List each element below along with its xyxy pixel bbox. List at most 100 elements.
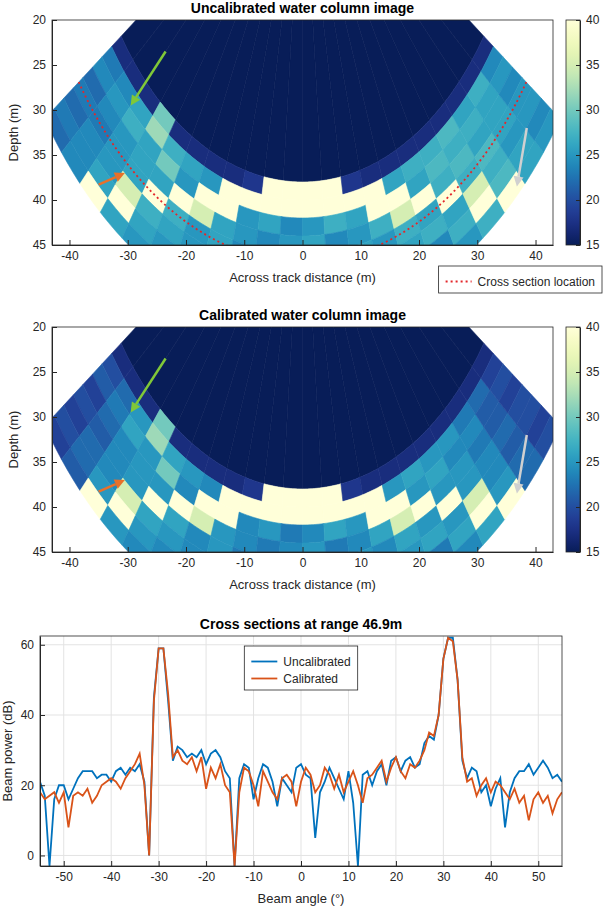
arrow-shaft [136, 359, 166, 405]
x-axis-line [41, 866, 563, 867]
colorbar-tick-label: 20 [586, 500, 600, 514]
y-tick-mark [52, 245, 57, 246]
y-tick-label: 45 [33, 238, 47, 252]
annotation-arrow [514, 435, 527, 494]
x-tick-mark [128, 240, 129, 245]
x-tick-mark [64, 861, 65, 866]
y-tick-mark [40, 855, 45, 856]
x-tick-mark [111, 861, 112, 866]
colorbar-tick: 30 [576, 410, 600, 424]
x-tick-mark [348, 861, 349, 866]
y-tick-label: 30 [33, 410, 47, 424]
heatmap-cell [281, 506, 302, 525]
heatmap-cell [207, 536, 233, 552]
y-axis: 202530354045 [33, 13, 57, 252]
arrow-head [131, 94, 141, 105]
y-tick-label: 40 [33, 500, 47, 514]
colorbar-tick-mark [576, 245, 580, 246]
x-tick: 40 [485, 861, 499, 884]
figure: -40 -30 -20 -10 0 10 20 30 40 20 25 30 35 40 45 Uncalib… [0, 0, 616, 914]
x-tick-mark [186, 547, 187, 552]
x-tick: 0 [298, 861, 305, 884]
legend-swatch [446, 281, 472, 283]
colorbar-tick-mark [576, 552, 580, 553]
x-tick-label: 30 [437, 870, 451, 884]
heatmap-cell [535, 415, 553, 459]
x-tick: -10 [245, 861, 263, 884]
heatmap-cell [325, 230, 349, 245]
x-tick-label: 40 [529, 556, 543, 570]
x-tick-label: 40 [485, 870, 499, 884]
y-tick-label: 60 [21, 638, 35, 652]
x-tick-mark [361, 547, 362, 552]
heatmap-cell [280, 524, 302, 543]
arrow-shaft [519, 435, 527, 484]
x-tick-label: 20 [390, 870, 404, 884]
x-tick: 50 [532, 861, 546, 884]
panel: -50-40-30-20-10010203040500204060Cross s… [0, 616, 563, 906]
y-tick-mark [52, 200, 57, 201]
x-tick: -20 [198, 861, 216, 884]
colorbar-tick-mark [576, 155, 580, 156]
y-tick-label: 40 [21, 708, 35, 722]
x-tick-label: 0 [300, 249, 307, 263]
colorbar-axis: 152025303540 [576, 320, 600, 559]
x-tick-label: -20 [178, 556, 196, 570]
colorbar-tick: 25 [576, 455, 600, 469]
x-axis: -40-30-20-10010203040 [53, 547, 554, 570]
heatmap-cell [303, 524, 325, 543]
y-tick: 30 [33, 103, 57, 117]
y-tick-label: 40 [33, 193, 47, 207]
heatmap-cell [303, 506, 324, 525]
heatmap-cell [122, 223, 151, 245]
heatmap-cell [325, 537, 349, 552]
heatmap-cell [279, 541, 302, 552]
heatmap-cell [122, 530, 151, 552]
legend-box [244, 646, 357, 690]
x-tick-mark [159, 861, 160, 866]
colorbar-tick: 35 [576, 365, 600, 379]
x-tick: -30 [120, 240, 138, 263]
x-tick-mark [477, 240, 478, 245]
grid-line-y [40, 644, 562, 645]
y-tick: 30 [33, 410, 57, 424]
arrow-shaft [136, 52, 166, 98]
y-tick-mark [52, 20, 57, 21]
x-tick-mark [361, 240, 362, 245]
x-tick-mark [491, 861, 492, 866]
arrow-shaft [99, 484, 116, 492]
heatmap-cell [303, 217, 325, 236]
x-tick-mark [186, 240, 187, 245]
grid-line-y [40, 855, 562, 856]
colorbar-tick-label: 30 [586, 103, 600, 117]
y-tick: 35 [33, 148, 57, 162]
y-tick-mark [40, 715, 45, 716]
x-tick: 30 [471, 547, 485, 570]
x-axis-line [53, 245, 554, 246]
heatmap-cell [256, 230, 280, 245]
arrow-shaft [519, 128, 527, 177]
legend: UncalibratedCalibrated [244, 646, 357, 690]
y-axis: 0204060 [21, 637, 45, 867]
y-tick: 40 [33, 193, 57, 207]
arrow-head [114, 173, 125, 182]
x-tick-label: 10 [355, 556, 369, 570]
x-tick-label: -10 [236, 249, 254, 263]
y-tick-label: 20 [33, 13, 47, 27]
legend-label: Cross section location [478, 275, 595, 289]
grid-line-x [63, 636, 64, 866]
y-tick-label: 30 [33, 103, 47, 117]
x-tick-label: 0 [298, 870, 305, 884]
grid-line-x [395, 636, 396, 866]
x-tick-mark [206, 861, 207, 866]
x-tick: 20 [413, 547, 427, 570]
x-tick: 40 [529, 240, 543, 263]
heatmap-cell [283, 327, 302, 489]
x-tick: -40 [61, 547, 79, 570]
x-tick: 0 [300, 547, 307, 570]
heatmap-cell [280, 217, 302, 236]
annotation-arrow [514, 128, 527, 187]
colorbar-axis-line [580, 21, 581, 246]
colorbar-tick-label: 15 [586, 545, 600, 559]
plot-frame [52, 20, 553, 245]
